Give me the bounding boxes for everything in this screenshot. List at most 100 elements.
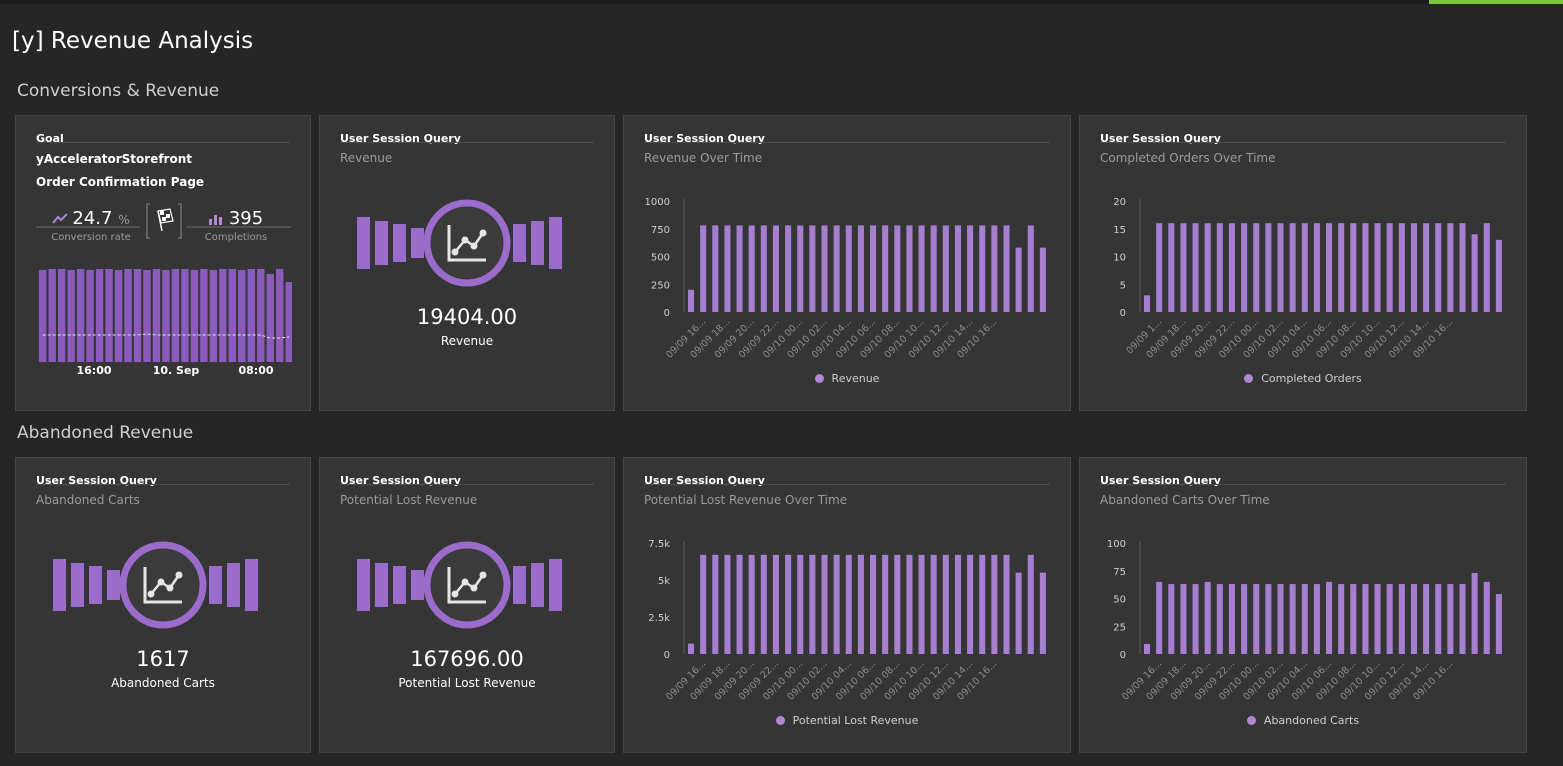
decor-bar [227,563,240,607]
bar [870,554,877,654]
bar [1471,234,1478,312]
icon-point [157,578,165,586]
bar [247,269,255,362]
bar [200,269,208,362]
decor-bar [107,570,120,600]
bar [821,225,828,312]
conversion-rate-kpi: 24.7 % Conversion rate [36,208,146,243]
bar [1015,572,1022,654]
bar [1495,594,1502,654]
tile-divider [36,142,290,143]
bar [1216,223,1223,312]
tile-type: User Session Query [1100,132,1221,145]
tile-subtitle: Potential Lost Revenue Over Time [644,493,848,507]
tile-subtitle: Abandoned Carts Over Time [1100,493,1270,507]
bar [797,554,804,654]
decor-bar [549,559,562,611]
tile-subtitle: Completed Orders Over Time [1100,151,1276,165]
bar [114,270,123,362]
icon-line [150,574,181,595]
bar [882,554,889,654]
tile-divider [644,142,1050,143]
revenue-tile[interactable]: User Session Query Revenue 19404.00 Reve… [319,115,615,411]
bar [809,554,816,654]
decor-bar [89,566,102,604]
bar [1228,584,1235,654]
completed-orders-over-time-tile[interactable]: User Session Query Completed Orders Over… [1079,115,1527,411]
tile-subtitle: Abandoned Carts [36,493,140,507]
bar [942,225,949,312]
icon-point [451,248,459,256]
single-value: 1617 [136,647,190,671]
bar [785,225,792,312]
bar [1362,223,1369,312]
kpi-divider-lines [36,226,291,228]
legend-label: Revenue [831,372,880,385]
abandoned-carts-tile[interactable]: User Session Query Abandoned Carts 1617 … [15,457,311,753]
tile-type: User Session Query [1100,474,1221,487]
bar [57,269,66,362]
bar [772,554,779,654]
tile-subtitle: Potential Lost Revenue [340,493,478,507]
bar [845,554,852,654]
bar [181,269,189,362]
conversion-rate-value: 24.7 [72,208,113,229]
icon-axes [143,567,182,604]
y-tick-label: 7.5k [648,539,670,550]
y-tick-label: 0 [664,650,670,661]
bar [991,225,998,312]
goal-tile[interactable]: Goal yAcceleratorStorefront Order Confir… [15,115,311,411]
single-value: 167696.00 [410,647,524,671]
bar [1144,644,1151,654]
line-chart-icon [357,541,562,629]
potential-lost-revenue-tile[interactable]: User Session Query Potential Lost Revenu… [319,457,615,753]
bar [1398,223,1405,312]
bar [918,554,925,654]
bar [1423,223,1430,312]
chart-legend: Abandoned Carts [1080,714,1526,727]
icon-point [479,571,487,579]
bar [700,225,707,312]
bar [1192,223,1199,312]
bar [1301,584,1308,654]
bar [748,554,755,654]
section-title-abandoned: Abandoned Revenue [17,423,194,443]
bar [1241,223,1248,312]
bar [1447,584,1454,654]
y-tick-label: 75 [1113,567,1126,578]
potential-lost-revenue-over-time-tile[interactable]: User Session Query Potential Lost Revenu… [623,457,1071,753]
icon-line [454,232,485,253]
bar [48,269,56,362]
line-chart-icon [53,541,258,629]
bar-chart-icon [208,209,225,230]
abandoned-carts-over-time-tile[interactable]: User Session Query Abandoned Carts Over … [1079,457,1527,753]
decor-bar [375,563,388,607]
bar [105,269,113,362]
bar [1410,584,1417,654]
bar [736,554,743,654]
bar [760,225,767,312]
y-tick-label: 50 [1113,595,1126,606]
tile-divider [36,484,290,485]
bar [894,554,901,654]
chart-legend: Completed Orders [1080,372,1526,385]
icon-axes [447,225,486,262]
legend-dot [814,374,824,383]
goal-page: Order Confirmation Page [36,175,205,189]
revenue-over-time-tile[interactable]: User Session Query Revenue Over Time 0 25… [623,115,1071,411]
bar [1265,584,1272,654]
completions-value: 395 [228,208,264,229]
y-tick-label: 2.5k [648,613,670,624]
bar [724,225,731,312]
icon-point [175,571,183,579]
bar [833,554,840,654]
decor-bar [71,563,84,607]
bar [1192,584,1199,654]
bar [152,269,161,362]
bar [1362,584,1369,654]
y-tick-label: 500 [651,253,670,264]
